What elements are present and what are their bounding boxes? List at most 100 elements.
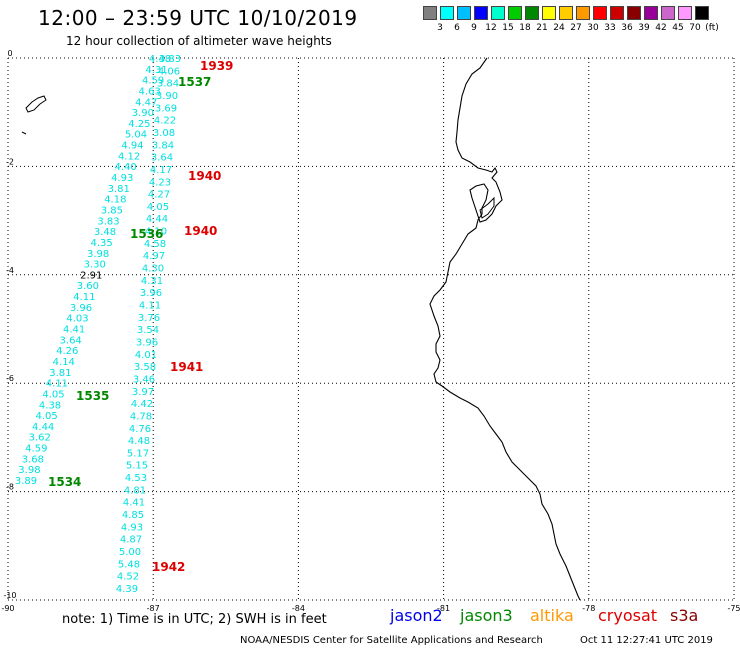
satellite-legend-cryosat: cryosat — [598, 606, 658, 625]
pass-label: 1536 — [130, 227, 163, 241]
scale-label: 33 — [604, 23, 616, 33]
wave-height-label: 4.76 — [129, 424, 151, 435]
y-tick-label: -8 — [6, 483, 14, 492]
wave-height-label: 3.96 — [136, 337, 158, 348]
scale-swatch — [661, 6, 675, 20]
wave-height-label: 4.48 — [149, 54, 171, 65]
wave-height-label: 4.78 — [130, 411, 152, 422]
wave-height-label: 3.89 — [15, 476, 37, 487]
wave-height-label: 3.60 — [77, 281, 99, 292]
satellite-legend-s3a: s3a — [670, 606, 699, 625]
y-tick-label: 0 — [7, 49, 12, 58]
wave-height-label: 4.35 — [90, 238, 112, 249]
coastline — [21, 57, 581, 601]
wave-height-label: 4.48 — [128, 436, 150, 447]
scale-label: 15 — [502, 23, 514, 33]
wave-height-label: 4.52 — [117, 572, 139, 583]
wave-height-label: 4.41 — [63, 325, 85, 336]
units-note: note: 1) Time is in UTC; 2) SWH is in fe… — [62, 612, 327, 627]
puna-island — [479, 196, 495, 219]
wave-height-label: 5.17 — [127, 448, 149, 459]
scale-swatch — [610, 6, 624, 20]
galapagos-island — [25, 95, 47, 113]
scale-label: (ft) — [705, 23, 719, 33]
small-island — [21, 131, 27, 135]
wave-height-label: 4.25 — [128, 119, 150, 130]
wave-height-label: 4.03 — [66, 314, 88, 325]
x-tick-label: -81 — [437, 604, 450, 613]
wave-height-label: 2.91 — [80, 270, 102, 281]
wave-height-label: 4.12 — [118, 151, 140, 162]
x-tick-label: -84 — [292, 604, 305, 613]
wave-height-label: 4.41 — [123, 498, 145, 509]
wave-height-label: 3.96 — [140, 288, 162, 299]
wave-height-label: 3.62 — [29, 433, 51, 444]
scale-swatch — [576, 6, 590, 20]
wave-height-label: 4.42 — [131, 399, 153, 410]
scale-label: 30 — [587, 23, 599, 33]
wave-height-label: 4.97 — [143, 251, 165, 262]
scale-swatch — [440, 6, 454, 20]
scale-swatch — [627, 6, 641, 20]
wave-height-label: 4.44 — [32, 422, 54, 433]
scale-swatch — [559, 6, 573, 20]
wave-height-label: 3.76 — [138, 313, 160, 324]
pass-label: 1941 — [170, 360, 203, 374]
wave-height-label: 4.81 — [124, 485, 146, 496]
scale-label: 9 — [471, 23, 477, 33]
wave-height-label: 5.15 — [126, 461, 148, 472]
scale-swatch — [678, 6, 692, 20]
scale-swatch — [542, 6, 556, 20]
map-grid — [7, 57, 735, 601]
wave-height-label: 3.98 — [18, 465, 40, 476]
wave-height-label: 5.04 — [125, 130, 147, 141]
wave-height-label: 3.81 — [108, 184, 130, 195]
scale-swatch — [644, 6, 658, 20]
wave-height-label: 4.26 — [56, 346, 78, 357]
pass-label: 1939 — [200, 59, 233, 73]
wave-height-label: 3.85 — [101, 205, 123, 216]
scale-swatch — [525, 6, 539, 20]
x-tick-label: -78 — [582, 604, 595, 613]
wave-height-label: 4.85 — [122, 510, 144, 521]
scale-swatch — [474, 6, 488, 20]
y-tick-label: -2 — [6, 157, 14, 166]
y-tick-label: -6 — [6, 374, 14, 383]
wave-height-label: 3.08 — [153, 128, 175, 139]
wave-height-label: 4.47 — [135, 97, 157, 108]
wave-height-label: 3.68 — [22, 454, 44, 465]
scale-label: 39 — [638, 23, 650, 33]
wave-height-label: 4.22 — [154, 116, 176, 127]
wave-height-label: 3.46 — [133, 374, 155, 385]
generated-timestamp: Oct 11 12:27:41 UTC 2019 — [580, 635, 713, 646]
wave-height-label: 4.30 — [142, 264, 164, 275]
wave-height-label: 4.40 — [115, 162, 137, 173]
wave-height-label: 4.14 — [53, 357, 75, 368]
scale-label: 12 — [485, 23, 497, 33]
altimeter-tracks: 3.893.983.684.593.624.444.054.384.054.11… — [15, 54, 181, 595]
wave-height-label: 3.98 — [87, 249, 109, 260]
scale-label: 21 — [536, 23, 548, 33]
wave-height-label: 4.05 — [35, 411, 57, 422]
credit-text: NOAA/NESDIS Center for Satellite Applica… — [240, 635, 543, 646]
wave-height-label: 3.64 — [60, 335, 82, 346]
wave-height-label: 4.94 — [121, 141, 143, 152]
wave-height-label: 4.17 — [150, 165, 172, 176]
wave-height-label: 4.59 — [142, 76, 164, 87]
wave-height-label: 4.63 — [139, 86, 161, 97]
pass-label: 1940 — [188, 169, 221, 183]
scale-swatch — [457, 6, 471, 20]
wave-height-label: 4.11 — [73, 292, 95, 303]
satellite-legend-jason2: jason2 — [390, 606, 443, 625]
wave-height-label: 3.83 — [97, 216, 119, 227]
wave-height-label: 4.87 — [120, 535, 142, 546]
scale-label: 36 — [621, 23, 633, 33]
wave-height-label: 4.53 — [125, 473, 147, 484]
wave-height-label: 4.93 — [111, 173, 133, 184]
wave-height-label: 4.01 — [135, 350, 157, 361]
ecuador-coastline — [429, 57, 581, 601]
wave-height-label: 3.84 — [152, 140, 174, 151]
wave-height-label: 4.06 — [158, 66, 180, 77]
scale-label: 24 — [553, 23, 565, 33]
